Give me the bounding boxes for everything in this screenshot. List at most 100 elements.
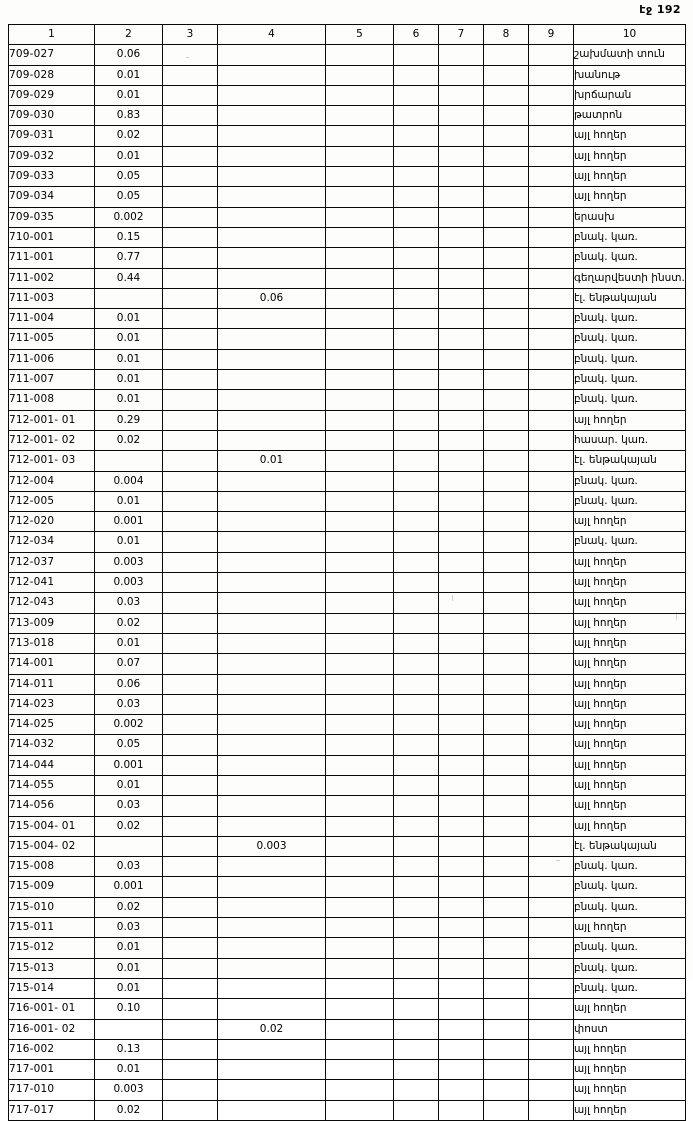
cell-c7	[438, 1018, 484, 1040]
cell-c10: բնակ. կառ.	[573, 369, 686, 391]
cell-c8	[483, 145, 529, 168]
cell-c6	[393, 714, 439, 736]
cell-c4	[217, 572, 326, 594]
cell-c5	[325, 64, 394, 86]
cell-c10: գեղարվեստի ինստ.	[573, 267, 686, 289]
cell-c6	[393, 409, 439, 431]
table-row: 712-005 0.01 բնակ. կառ.	[8, 490, 686, 513]
cell-c5	[325, 653, 394, 675]
cell-c7	[438, 511, 484, 533]
cell-c1: 715-014	[8, 977, 95, 1000]
cell-c7	[438, 795, 484, 817]
cell-c2: 0.003	[94, 572, 163, 594]
cell-c7	[438, 612, 484, 634]
table-row: 715-014 0.01 բնակ. կառ.	[8, 977, 686, 1000]
cell-c1: 712-005	[8, 490, 95, 513]
cell-c3	[162, 815, 218, 837]
cell-c10: խրճարան	[573, 84, 686, 107]
cell-c9	[528, 429, 574, 452]
cell-c1: 715-010	[8, 896, 95, 919]
cell-c10: բնակ. կառ.	[573, 490, 686, 513]
cell-c2: 0.02	[94, 429, 163, 452]
cell-c8	[483, 186, 529, 208]
cell-c6	[393, 835, 439, 858]
cell-c4	[217, 714, 326, 736]
cell-c10: բնակ. կառ.	[573, 328, 686, 350]
cell-c2: 0.01	[94, 145, 163, 168]
cell-c9	[528, 1079, 574, 1101]
cell-c3	[162, 389, 218, 411]
table-row: 716-002 0.13 այլ հողեր	[8, 1038, 686, 1061]
cell-c4	[217, 1099, 326, 1121]
cell-c1: 712-041	[8, 572, 95, 594]
cell-c4	[217, 734, 326, 756]
cell-c9	[528, 673, 574, 695]
cell-c3	[162, 84, 218, 107]
cell-c2: 0.01	[94, 348, 163, 371]
table-row: 709-029 0.01 խրճարան	[8, 84, 686, 107]
cell-c5	[325, 937, 394, 959]
cell-c9	[528, 470, 574, 492]
cell-c1: 717-010	[8, 1079, 95, 1101]
cell-c7	[438, 754, 484, 776]
cell-c9	[528, 998, 574, 1020]
cell-c6	[393, 592, 439, 614]
table-row: 713-009 0.02 այլ հողեր	[8, 612, 686, 634]
cell-c4	[217, 856, 326, 878]
cell-c2: 0.01	[94, 531, 163, 553]
cell-c3	[162, 267, 218, 289]
cell-c6	[393, 328, 439, 350]
cell-c9	[528, 977, 574, 1000]
cell-c5	[325, 450, 394, 472]
cell-c5	[325, 815, 394, 837]
cell-c2: 0.10	[94, 998, 163, 1020]
cell-c5	[325, 389, 394, 411]
cell-c4	[217, 186, 326, 208]
cell-c5	[325, 632, 394, 655]
cell-c5	[325, 348, 394, 371]
cell-c3	[162, 206, 218, 228]
cell-c3	[162, 186, 218, 208]
cell-c4	[217, 409, 326, 431]
cell-c7	[438, 815, 484, 837]
cell-c9	[528, 64, 574, 86]
cell-c1: 709-029	[8, 84, 95, 107]
cell-c10: այլ հողեր	[573, 1079, 686, 1101]
cell-c7	[438, 186, 484, 208]
cell-c7	[438, 1099, 484, 1121]
cell-c4	[217, 977, 326, 1000]
cell-c6	[393, 450, 439, 472]
cell-c2	[94, 1018, 163, 1040]
cell-c9	[528, 714, 574, 736]
cell-c1: 711-008	[8, 389, 95, 411]
cell-c7	[438, 917, 484, 939]
table-row: 711-006 0.01 բնակ. կառ.	[8, 348, 686, 371]
cell-c10: երասխ	[573, 206, 686, 228]
cell-c9	[528, 125, 574, 147]
cell-c4	[217, 166, 326, 188]
cell-c8	[483, 1018, 529, 1040]
cell-c6	[393, 998, 439, 1020]
cell-c5	[325, 835, 394, 858]
cell-c9	[528, 754, 574, 776]
scanned-page: էջ 192 1 2 3 4 5 6 7 8 9 10	[8, 3, 686, 1121]
cell-c8	[483, 957, 529, 979]
page-number-label: էջ 192	[639, 3, 681, 16]
cell-c8	[483, 977, 529, 1000]
cell-c5	[325, 328, 394, 350]
cell-c5	[325, 774, 394, 797]
cell-c1: 714-023	[8, 693, 95, 716]
column-header-7: 7	[438, 23, 484, 46]
cell-c7	[438, 673, 484, 695]
cell-c9	[528, 693, 574, 716]
cell-c9	[528, 815, 574, 837]
cell-c5	[325, 998, 394, 1020]
cell-c1: 715-013	[8, 957, 95, 979]
cell-c3	[162, 835, 218, 858]
cell-c7	[438, 714, 484, 736]
cell-c4	[217, 44, 326, 66]
cell-c10: այլ հողեր	[573, 166, 686, 188]
table-row: 714-044 0.001 այլ հողեր	[8, 754, 686, 776]
cell-c10: այլ հողեր	[573, 1038, 686, 1061]
cell-c8	[483, 937, 529, 959]
